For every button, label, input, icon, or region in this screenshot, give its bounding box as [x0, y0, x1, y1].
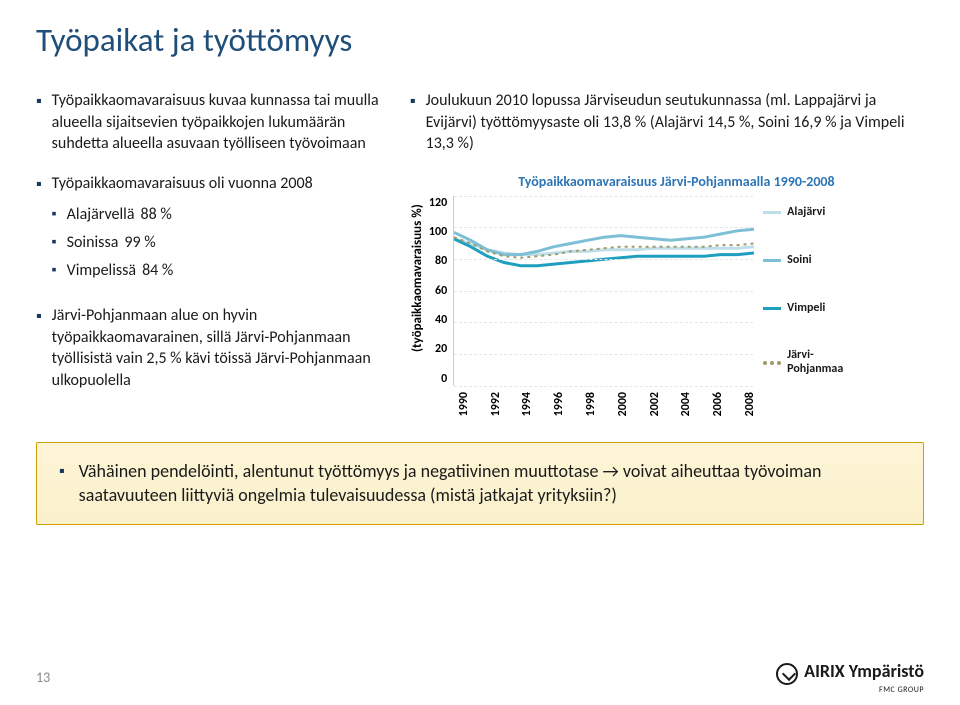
swatch-vimpeli [763, 307, 781, 310]
left-bullet-1: Työpaikkaomavaraisuus kuvaa kunnassa tai… [36, 90, 392, 155]
left-bullet-2: Työpaikkaomavaraisuus oli vuonna 2008 Al… [36, 173, 392, 287]
page-title: Työpaikat ja työttömyys [0, 0, 960, 70]
page-number: 13 [36, 669, 50, 686]
chart-ylabel: (työpaikkaomavaraisuus %) [410, 183, 425, 373]
swatch-jarvi [763, 361, 781, 365]
chart-plotarea [453, 196, 753, 386]
right-column: Joulukuun 2010 lopussa Järviseudun seutu… [410, 90, 924, 416]
callout-box: Vähäinen pendelöinti, alentunut työttömy… [36, 442, 924, 525]
right-bullet-1: Joulukuun 2010 lopussa Järviseudun seutu… [410, 90, 924, 155]
chart-xaxis: 1990199219941996199820002002200420062008 [457, 392, 757, 416]
legend-soini: Soini [763, 254, 843, 267]
sub-soini: Soinissa 99 % [52, 232, 392, 254]
legend-alajarvi: Alajärvi [763, 206, 843, 219]
legend-vimpeli: Vimpeli [763, 302, 843, 315]
chart-legend: Alajärvi Soini Vimpeli Järvi- Pohja [763, 196, 843, 386]
left-bullet-3: Järvi-Pohjanmaan alue on hyvin työpaikka… [36, 305, 392, 391]
swatch-soini [763, 259, 781, 262]
logo: AIRIX Ympäristö FMC GROUP [776, 660, 924, 695]
main-content: Työpaikkaomavaraisuus kuvaa kunnassa tai… [0, 70, 960, 416]
legend-jarvi: Järvi- Pohjanmaa [763, 349, 843, 375]
chart-yaxis: 120100806040200 [429, 196, 453, 386]
footer: 13 AIRIX Ympäristö FMC GROUP [0, 660, 960, 695]
chart: (työpaikkaomavaraisuus %) Työpaikkaomava… [410, 173, 924, 416]
sub-alajarvi: Alajärvellä 88 % [52, 204, 392, 226]
logo-icon [776, 663, 798, 685]
swatch-alajarvi [763, 211, 781, 214]
left-column: Työpaikkaomavaraisuus kuvaa kunnassa tai… [36, 90, 392, 416]
chart-title: Työpaikkaomavaraisuus Järvi-Pohjanmaalla… [429, 173, 924, 190]
sub-vimpeli: Vimpelissä 84 % [52, 260, 392, 282]
